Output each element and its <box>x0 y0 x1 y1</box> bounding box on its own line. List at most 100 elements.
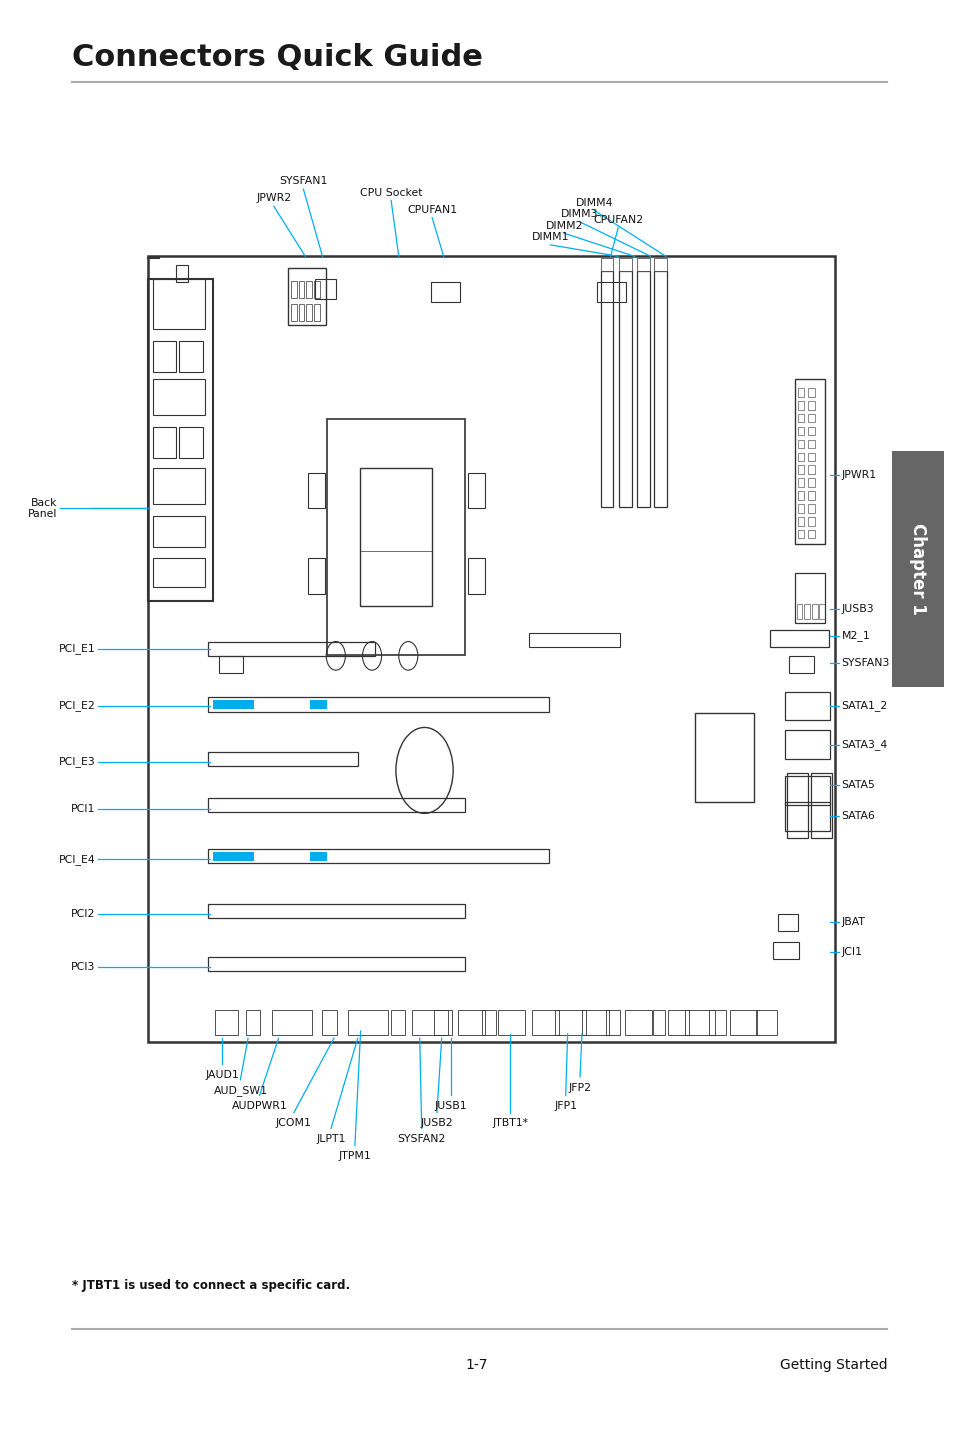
Bar <box>434 1010 448 1035</box>
Text: Connectors Quick Guide: Connectors Quick Guide <box>71 43 482 72</box>
Bar <box>208 697 548 712</box>
Bar <box>208 849 548 863</box>
Bar <box>314 281 319 298</box>
Bar <box>819 604 824 619</box>
Text: SATA5: SATA5 <box>841 780 875 789</box>
Bar <box>637 271 649 507</box>
Bar <box>326 418 464 656</box>
Bar <box>310 852 327 861</box>
Bar <box>497 1010 524 1035</box>
Text: JUSB3: JUSB3 <box>841 604 873 613</box>
Bar <box>322 1010 336 1035</box>
Text: PCI_E2: PCI_E2 <box>58 700 95 712</box>
Bar <box>807 453 814 461</box>
Text: SATA6: SATA6 <box>841 812 875 821</box>
Text: SYSFAN1: SYSFAN1 <box>279 176 327 186</box>
Bar <box>654 258 666 271</box>
Text: JLPT1: JLPT1 <box>316 1134 345 1144</box>
Bar <box>807 388 814 397</box>
Bar <box>684 1010 715 1035</box>
Text: CPUFAN1: CPUFAN1 <box>407 205 456 215</box>
Bar <box>794 379 824 544</box>
Bar <box>148 256 834 1042</box>
Bar <box>667 1010 688 1035</box>
Bar <box>412 1010 452 1035</box>
Bar <box>624 1010 651 1035</box>
Bar <box>298 304 304 321</box>
Bar <box>179 341 203 372</box>
Text: JTPM1: JTPM1 <box>338 1151 371 1161</box>
Bar <box>807 427 814 435</box>
Text: DIMM1: DIMM1 <box>531 232 569 242</box>
Bar <box>208 642 375 656</box>
Bar <box>784 692 829 720</box>
Text: PCI_E1: PCI_E1 <box>58 643 95 654</box>
Bar <box>784 730 829 759</box>
Bar <box>288 268 326 325</box>
Text: DIMM2: DIMM2 <box>545 221 583 231</box>
Bar <box>796 604 801 619</box>
Bar <box>694 713 753 802</box>
Text: PCI_E4: PCI_E4 <box>58 853 95 865</box>
Bar <box>788 656 813 673</box>
Bar <box>246 1010 260 1035</box>
Bar <box>605 1010 619 1035</box>
Bar <box>219 656 243 673</box>
Text: JAUD1: JAUD1 <box>205 1070 239 1080</box>
Bar <box>532 1010 558 1035</box>
Text: DIMM3: DIMM3 <box>560 209 598 219</box>
Bar <box>708 1010 725 1035</box>
Bar <box>797 491 803 500</box>
Bar <box>176 265 188 282</box>
Bar <box>467 558 484 594</box>
FancyBboxPatch shape <box>891 451 943 687</box>
Text: JPWR1: JPWR1 <box>841 471 876 480</box>
Text: JFP2: JFP2 <box>568 1083 591 1093</box>
Text: SATA3_4: SATA3_4 <box>841 739 886 750</box>
Bar <box>291 304 296 321</box>
Bar <box>807 517 814 526</box>
Bar <box>807 504 814 513</box>
Bar <box>811 604 817 619</box>
Bar <box>306 281 312 298</box>
Bar <box>797 504 803 513</box>
Bar <box>152 279 205 329</box>
Bar <box>784 802 829 831</box>
Text: PCI2: PCI2 <box>71 909 95 918</box>
Bar <box>307 473 324 508</box>
Text: * JTBT1 is used to connect a specific card.: * JTBT1 is used to connect a specific ca… <box>71 1279 350 1292</box>
Bar <box>310 700 327 709</box>
Bar <box>807 440 814 448</box>
Bar <box>637 258 649 271</box>
Bar <box>152 427 176 458</box>
Bar <box>213 700 253 709</box>
Text: CPUFAN2: CPUFAN2 <box>593 215 642 225</box>
Text: JUSB2: JUSB2 <box>420 1118 453 1128</box>
Text: AUDPWR1: AUDPWR1 <box>232 1101 287 1111</box>
Text: JCOM1: JCOM1 <box>275 1118 312 1128</box>
Bar <box>152 341 176 372</box>
Bar <box>797 427 803 435</box>
Bar <box>307 558 324 594</box>
Bar <box>152 468 205 504</box>
Bar <box>359 468 432 606</box>
Bar <box>291 281 296 298</box>
Bar <box>755 1010 776 1035</box>
Bar <box>794 573 824 623</box>
Bar <box>797 453 803 461</box>
Bar <box>481 1010 496 1035</box>
Bar <box>314 304 319 321</box>
Bar <box>618 258 631 271</box>
Bar <box>769 630 828 647</box>
Bar <box>807 491 814 500</box>
Text: SATA1_2: SATA1_2 <box>841 700 886 712</box>
Text: PCI_E3: PCI_E3 <box>58 756 95 768</box>
Bar <box>653 1010 664 1035</box>
Bar <box>152 379 205 415</box>
Bar <box>600 271 613 507</box>
Bar <box>391 1010 405 1035</box>
Bar <box>152 558 205 587</box>
Bar <box>618 271 631 507</box>
Bar <box>654 271 666 507</box>
Bar <box>208 798 465 812</box>
